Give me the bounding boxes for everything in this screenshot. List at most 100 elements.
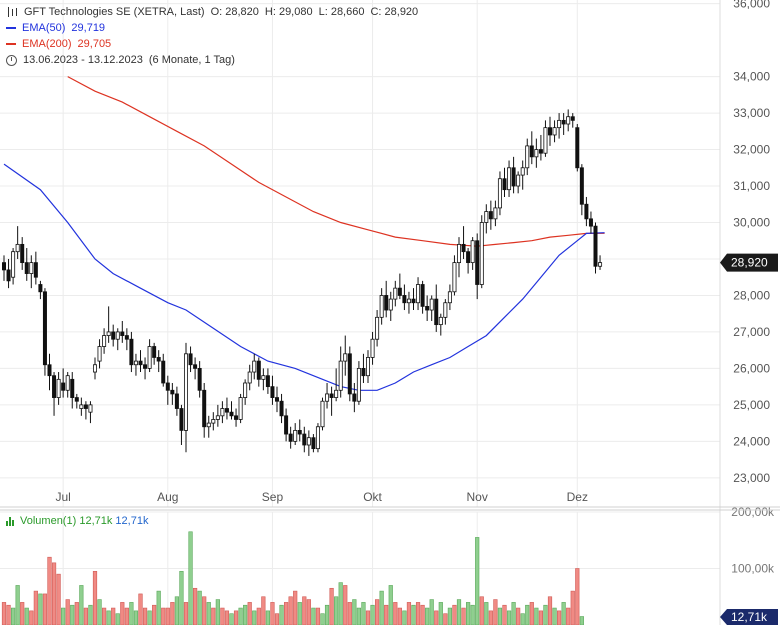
candle-body-up (375, 316, 380, 340)
volume-bar (447, 607, 453, 625)
volume-bar (356, 607, 362, 625)
candle (111, 324, 116, 347)
volume-bar (347, 602, 352, 625)
candle-body-up (470, 240, 475, 264)
volume-bar (402, 610, 407, 625)
candle-body-down (47, 364, 52, 377)
volume-tick-label: 100,00k (731, 562, 775, 576)
candle (252, 353, 257, 380)
candle-body-down (511, 167, 516, 187)
volume-bar (197, 590, 202, 625)
volume-bar (311, 607, 316, 625)
candle (384, 280, 389, 318)
candle (256, 357, 261, 387)
volume-bar (406, 602, 412, 625)
candle-body-down (593, 225, 598, 267)
candle (124, 328, 129, 351)
candle (507, 160, 512, 197)
volume-bar (211, 607, 216, 625)
candle-body-down (256, 360, 261, 380)
price-tick-label: 30,000 (733, 215, 770, 229)
candle-body-up (598, 262, 603, 267)
ema200-path (67, 76, 605, 247)
ema200-legend[interactable]: EMA(200) 29,705 (6, 36, 117, 52)
candle (29, 255, 34, 289)
candle (356, 361, 361, 405)
candle-body-down (347, 353, 352, 395)
candle (593, 222, 598, 274)
volume-bar (129, 602, 134, 625)
candle-body-up (106, 331, 111, 336)
candle-body-down (411, 298, 416, 304)
volume-bar (365, 610, 371, 625)
candle (93, 357, 98, 380)
candle (352, 382, 357, 413)
candle (83, 401, 88, 420)
volume-bar (434, 610, 439, 625)
candle-body-up (520, 167, 525, 176)
candle-body-down (202, 389, 207, 428)
candle (270, 375, 275, 405)
candle (452, 255, 457, 296)
volume-bar (88, 604, 93, 625)
candle-body-up (447, 291, 452, 304)
candle (115, 328, 120, 351)
candle (56, 372, 61, 405)
candle (397, 273, 402, 300)
volume-bar (288, 596, 293, 625)
volume-bar (420, 604, 425, 625)
volume-badge-text: 12,71k (731, 610, 768, 624)
candle-body-up (315, 426, 320, 450)
candle (179, 404, 184, 445)
volume-bar (193, 587, 198, 625)
candle (456, 237, 461, 278)
candle (461, 226, 466, 259)
candle (343, 335, 348, 376)
candle (311, 434, 316, 453)
open-value: O: 28,820 (210, 6, 259, 18)
candle-body-up (183, 353, 188, 431)
candle-body-down (502, 178, 507, 191)
month-tick-label: Nov (467, 490, 488, 504)
volume-bar (361, 602, 366, 625)
candle (420, 280, 425, 314)
candle (161, 353, 166, 387)
candle-body-down (575, 127, 580, 169)
candle-body-up (79, 404, 84, 409)
volume-bar (343, 585, 348, 625)
candle (61, 368, 66, 398)
candle (170, 382, 175, 405)
candle-body-up (306, 437, 311, 446)
volume-bar (120, 602, 125, 625)
volume-bar (270, 602, 275, 625)
volume-bar (379, 590, 384, 625)
candle (475, 233, 480, 300)
candle-body-up (393, 287, 398, 300)
candle (520, 160, 525, 190)
candle-body-up (493, 207, 498, 220)
volume-bar (529, 602, 534, 625)
ema50-value: 29,719 (71, 22, 106, 34)
candle (206, 415, 211, 438)
candle-body-up (356, 367, 361, 402)
volume-bar (388, 585, 393, 625)
candle-body-up (534, 149, 539, 158)
volume-bar (306, 599, 311, 625)
candle-body-down (466, 251, 471, 264)
candle-body-down (83, 404, 88, 409)
candle (584, 196, 589, 227)
ema50-legend[interactable]: EMA(50) 29,719 (6, 20, 111, 36)
candle-body-down (33, 262, 38, 278)
volume-bar (570, 590, 575, 625)
volume-bar (429, 599, 434, 625)
candle (393, 280, 398, 307)
month-tick-label: Sep (262, 490, 284, 504)
candle (329, 386, 334, 416)
candle (220, 401, 225, 424)
candle (47, 353, 52, 391)
volume-bar (393, 602, 398, 625)
candle (261, 368, 266, 391)
volume-bar (29, 610, 34, 625)
month-tick-label: Jul (55, 490, 70, 504)
